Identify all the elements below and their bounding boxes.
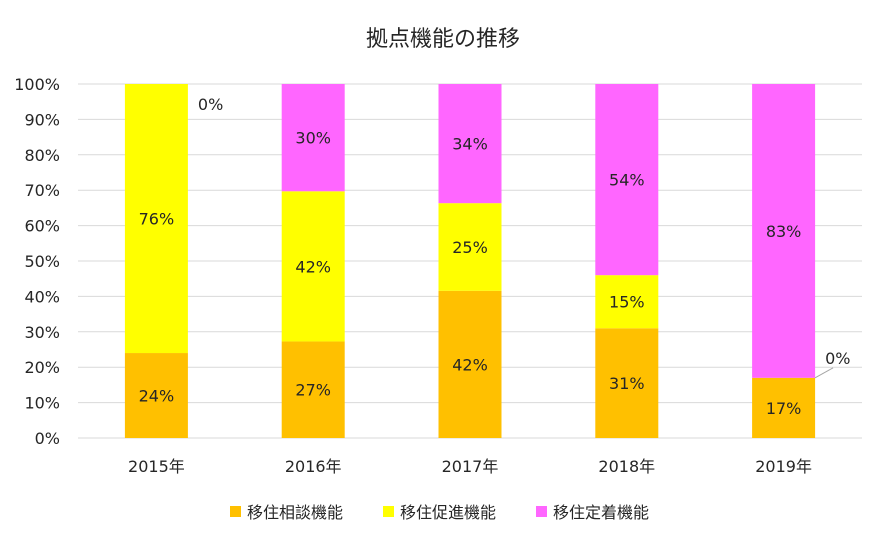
chart-title: 拠点機能の推移 [366,27,520,52]
y-tick-label: 10% [24,394,60,413]
data-label: 0% [825,349,850,368]
x-tick-label: 2015年 [128,457,185,476]
data-label-leader [814,367,834,379]
bar-segment [438,290,502,438]
data-label: 17% [766,399,802,418]
data-label: 83% [766,222,802,241]
x-tick-label: 2016年 [285,457,342,476]
y-tick-label: 0% [35,429,60,448]
bar-segment [281,341,345,438]
legend-label: 移住定着機能 [553,503,649,522]
x-tick-label: 2019年 [755,457,812,476]
x-tick-label: 2018年 [598,457,655,476]
data-label: 76% [139,210,175,229]
y-tick-label: 60% [24,217,60,236]
data-label: 42% [295,257,331,276]
y-tick-label: 30% [24,323,60,342]
data-label: 15% [609,293,645,312]
bar-segment [281,84,345,192]
data-label: 30% [295,129,331,148]
legend-swatch [230,506,241,517]
y-tick-label: 40% [24,287,60,306]
bar-segment [124,353,188,438]
data-label: 31% [609,374,645,393]
bar-segment [438,203,502,291]
bar-segment [281,191,345,342]
bar-segment [595,328,659,438]
bar-segment [752,377,816,438]
bar-segment [595,84,659,276]
bar-segment [752,84,816,378]
data-label: 27% [295,381,331,400]
bar-segment [124,84,188,354]
data-label: 25% [452,238,488,257]
y-tick-label: 20% [24,358,60,377]
data-label: 54% [609,171,645,190]
x-tick-label: 2017年 [442,457,499,476]
y-axis-ticks: 0% 10% 20% 30% 40% 50% 60% 70% 80% 90% 100% [14,75,60,448]
data-label: 42% [452,355,488,374]
data-label: 24% [139,387,175,406]
bars [124,84,816,438]
y-tick-label: 70% [24,181,60,200]
legend-swatch [536,506,547,517]
legend-label: 移住相談機能 [247,503,343,522]
y-tick-label: 100% [14,75,60,94]
data-label: 34% [452,135,488,154]
bar-segment [438,84,502,204]
data-label: 0% [198,95,223,114]
data-labels: 24% 76% 0% 27% 42% 30% 42% 25% 34% 31% 15% 54% 17% 0%… [139,95,851,418]
legend-label: 移住促進機能 [400,503,496,522]
bar-segment [595,275,659,329]
legend: 移住相談機能 移住促進機能 移住定着機能 [230,503,649,522]
y-tick-label: 50% [24,252,60,271]
x-axis-ticks: 2015年 2016年 2017年 2018年 2019年 [128,457,812,476]
y-tick-label: 90% [24,110,60,129]
y-tick-label: 80% [24,146,60,165]
legend-swatch [383,506,394,517]
